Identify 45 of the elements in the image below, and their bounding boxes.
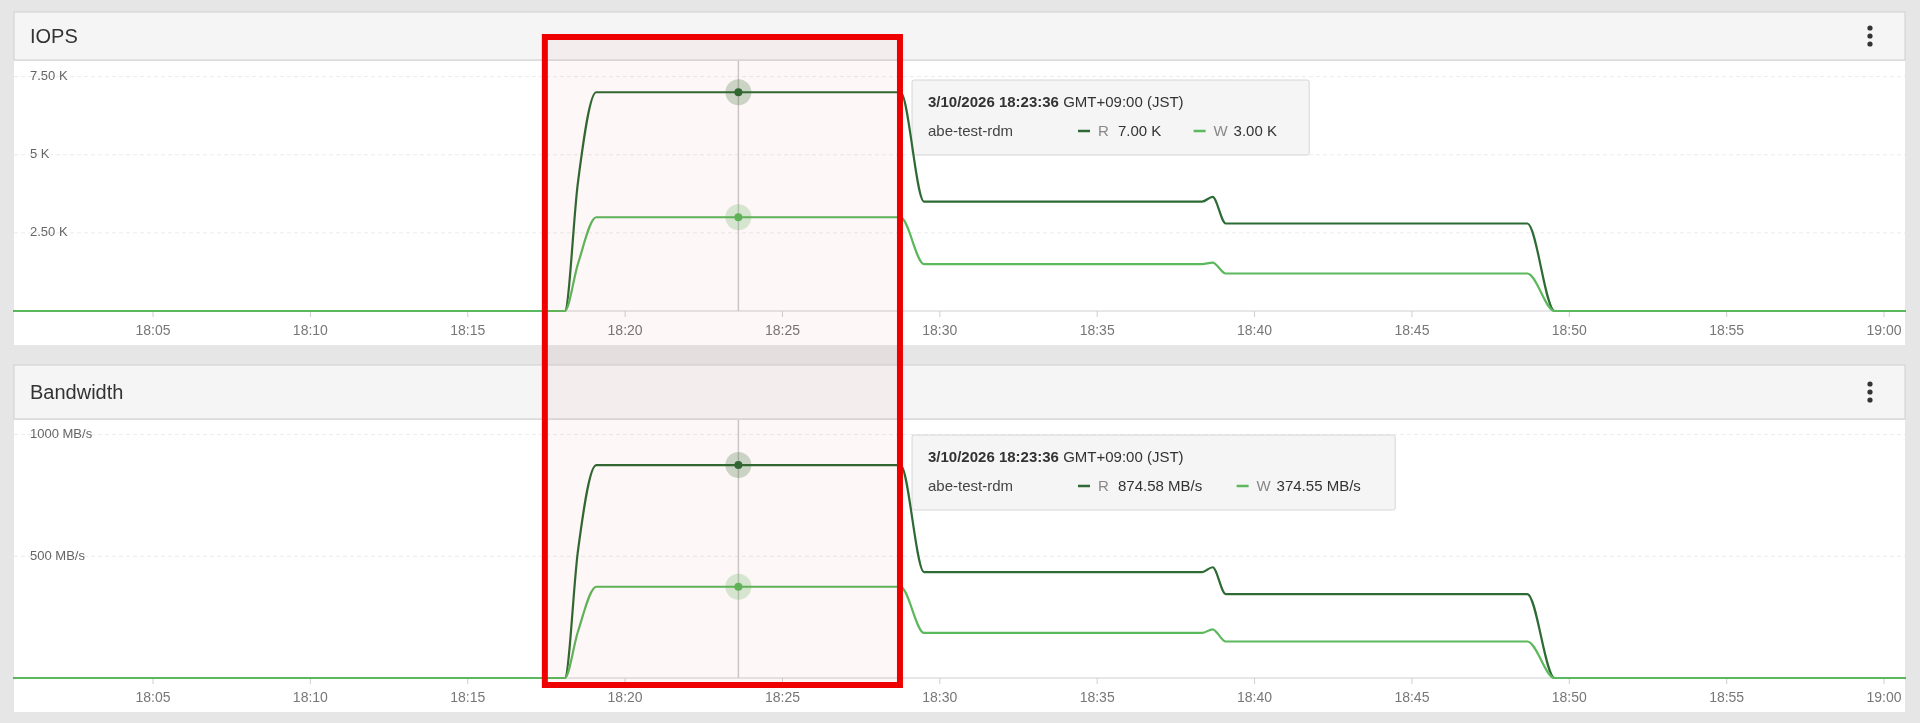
- x-tick-label: 18:45: [1394, 689, 1430, 705]
- annotation: 374.55 MB/s: [1276, 477, 1361, 494]
- x-tick-label: 18:15: [450, 322, 486, 338]
- annotation: GMT+09:00 (JST): [1058, 93, 1184, 110]
- annotation: 3/10/2026 18:23:36: [928, 93, 1059, 110]
- x-tick-label: 19:00: [1866, 689, 1902, 705]
- legend-label: R: [1098, 477, 1109, 494]
- y-tick-label: 2.50 K: [30, 224, 68, 240]
- annotation: 3.00 K: [1233, 122, 1277, 139]
- x-tick-label: 18:45: [1394, 322, 1430, 338]
- y-tick-label: 500 MB/s: [30, 547, 86, 563]
- x-tick-label: 18:40: [1237, 322, 1273, 338]
- legend-label: W: [1213, 122, 1229, 139]
- annotation: abe-test-rdm: [928, 122, 1014, 139]
- x-tick-label: 18:05: [135, 689, 171, 705]
- x-tick-label: 18:05: [135, 322, 171, 338]
- x-tick-label: 18:15: [450, 689, 486, 705]
- annotation: GMT+09:00 (JST): [1058, 448, 1184, 465]
- x-tick-label: 18:25: [764, 322, 801, 338]
- x-tick-label: 18:35: [1079, 322, 1115, 338]
- annotation: 874.58 MB/s: [1118, 477, 1203, 494]
- y-tick-label: 5 K: [30, 146, 50, 162]
- x-tick-label: 18:50: [1551, 322, 1588, 338]
- x-tick-label: 18:55: [1709, 322, 1745, 338]
- x-tick-label: 18:20: [607, 689, 643, 705]
- x-tick-label: 18:30: [922, 322, 958, 338]
- legend-label: R: [1098, 122, 1109, 139]
- x-tick-label: 18:35: [1079, 689, 1115, 705]
- y-tick-label: 1000 MB/s: [30, 426, 93, 442]
- chart-title: IOPS: [30, 25, 78, 47]
- x-tick-label: 18:25: [764, 689, 801, 705]
- annotation: 3/10/2026 18:23:36: [928, 448, 1059, 465]
- legend-label: W: [1256, 477, 1272, 494]
- x-tick-label: 18:10: [292, 322, 329, 338]
- chart-title: Bandwidth: [30, 381, 124, 403]
- annotation: abe-test-rdm: [928, 477, 1014, 494]
- annotation: 7.00 K: [1118, 122, 1162, 139]
- x-tick-label: 18:55: [1709, 689, 1745, 705]
- y-tick-label: 7.50 K: [30, 68, 68, 84]
- x-tick-label: 18:20: [607, 322, 643, 338]
- x-tick-label: 18:50: [1551, 689, 1588, 705]
- x-tick-label: 18:40: [1237, 689, 1273, 705]
- x-tick-label: 18:30: [922, 689, 958, 705]
- x-tick-label: 18:10: [292, 689, 329, 705]
- x-tick-label: 19:00: [1866, 322, 1902, 338]
